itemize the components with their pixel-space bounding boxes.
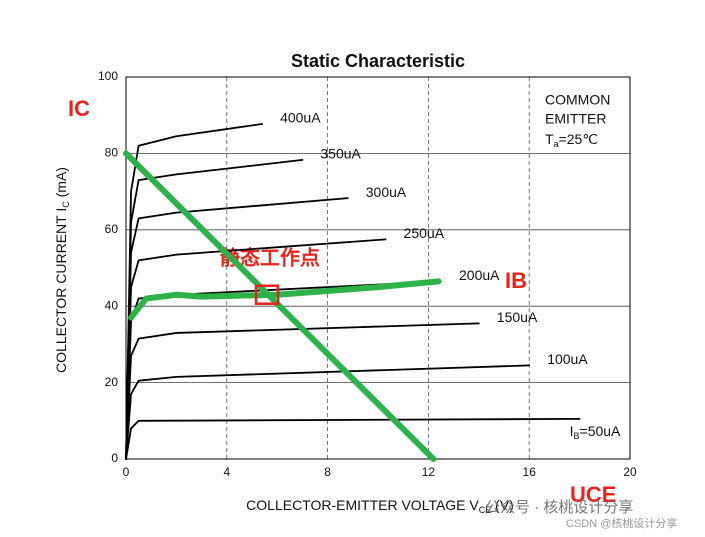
chart-title: Static Characteristic	[291, 51, 465, 71]
note-sub: a	[554, 139, 559, 149]
label-part: =	[580, 423, 588, 439]
x-tick-label: 16	[523, 465, 537, 479]
x-label-part: COLLECTOR-EMITTER VOLTAGE V	[246, 497, 479, 513]
y-tick-label: 100	[98, 69, 118, 83]
watermark: 公众号 · 核桃设计分享	[485, 499, 633, 516]
y-tick-label: 60	[105, 222, 119, 236]
label-part: I	[570, 423, 574, 439]
series-label: 150uA	[497, 309, 538, 325]
plot-frame	[125, 76, 631, 460]
y-label-sub: C	[61, 201, 71, 208]
q-point	[254, 284, 280, 305]
y-label-part: (mA)	[53, 167, 69, 201]
load-line	[123, 150, 437, 462]
curve	[125, 417, 581, 460]
annotation-uce: UCE	[570, 482, 616, 507]
y-tick-label: 20	[105, 375, 119, 389]
series-label: 200uA	[459, 267, 500, 283]
x-tick-label: 20	[623, 465, 637, 479]
series-label: IB=50uA	[570, 423, 621, 442]
series-label: 100uA	[547, 351, 588, 367]
note-part: =25℃	[559, 131, 598, 147]
x-label-sub: CE	[479, 505, 492, 515]
x-tick-label: 0	[123, 465, 130, 479]
series-label: 250uA	[404, 225, 445, 241]
ib-trace	[128, 278, 442, 321]
x-label-part: (V)	[491, 497, 514, 513]
series-label: 300uA	[366, 184, 407, 200]
note-part: T	[545, 131, 554, 147]
curve	[125, 364, 531, 460]
y-axis-label: COLLECTOR CURRENT IC (mA)	[53, 167, 72, 373]
y-tick-label: 40	[105, 298, 119, 312]
curve	[125, 123, 263, 460]
note-temp: Ta=25℃	[545, 131, 598, 150]
y-tick-label: 0	[111, 451, 118, 465]
y-label-part: COLLECTOR CURRENT I	[53, 208, 69, 373]
watermark: CSDN @核桃设计分享	[566, 516, 677, 530]
series-name: 50uA	[588, 423, 621, 439]
note-line: COMMON	[545, 92, 610, 108]
annotation-ic: IC	[68, 96, 90, 121]
annotation-ib: IB	[505, 268, 527, 293]
x-axis-label: COLLECTOR-EMITTER VOLTAGE VCE (V)	[246, 497, 514, 516]
x-tick-label: 4	[223, 465, 230, 479]
x-tick-label: 8	[324, 465, 331, 479]
y-tick-label: 80	[105, 146, 119, 160]
note-line: EMITTER	[545, 111, 606, 127]
series-label: 350uA	[320, 146, 361, 162]
series-label: 400uA	[280, 110, 321, 126]
x-tick-label: 12	[422, 465, 436, 479]
label-sub: B	[573, 431, 579, 441]
